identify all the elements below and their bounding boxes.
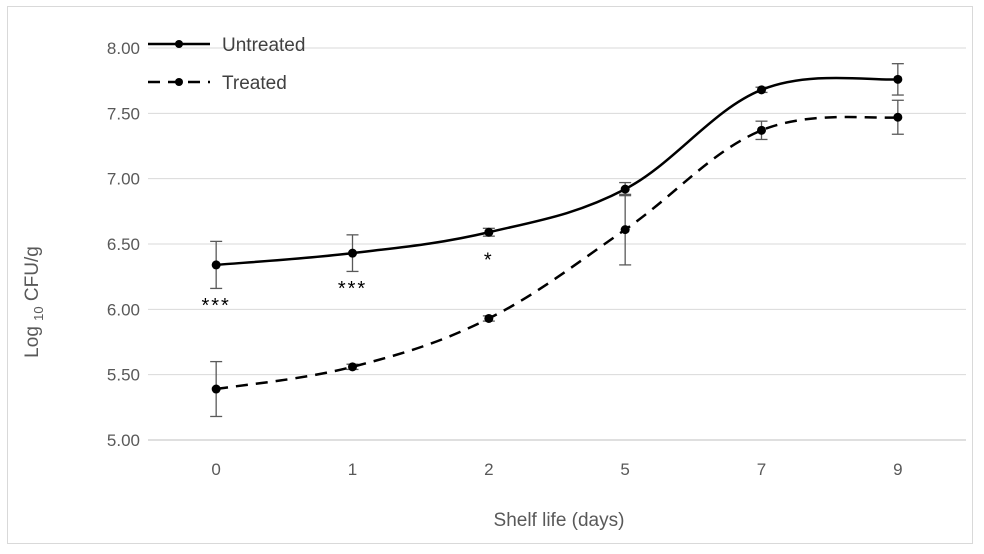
data-point-untreated-2 — [484, 227, 494, 237]
legend-item-treated: Treated — [148, 73, 287, 94]
y-axis-title-subscript: 10 — [31, 306, 46, 320]
data-point-treated-9 — [893, 112, 903, 122]
y-tick-label-7.50: 7.50 — [107, 104, 140, 123]
x-tick-label-1: 1 — [348, 460, 357, 479]
y-tick-label-6.00: 6.00 — [107, 300, 140, 319]
x-tick-label-7: 7 — [757, 460, 766, 479]
significance-marker-day-0: *** — [201, 295, 230, 317]
y-axis-title-prefix: Log — [22, 321, 43, 358]
data-point-treated-0 — [211, 384, 221, 394]
y-axis-title: Log 10 CFU/g — [22, 246, 46, 358]
significance-annotations: ******* — [201, 249, 494, 317]
error-bars — [210, 63, 904, 418]
series-lines — [215, 76, 898, 391]
data-point-untreated-0 — [211, 260, 221, 270]
series-points — [211, 74, 903, 394]
y-tick-label-6.50: 6.50 — [107, 235, 140, 254]
significance-marker-day-1: *** — [338, 278, 367, 300]
significance-marker-day-2: * — [484, 249, 494, 271]
y-tick-label-5.50: 5.50 — [107, 366, 140, 385]
data-point-untreated-9 — [893, 74, 903, 84]
x-axis-title: Shelf life (days) — [494, 510, 625, 531]
legend-marker-treated — [175, 78, 183, 86]
gridlines — [148, 47, 966, 441]
data-point-untreated-5 — [620, 184, 630, 194]
series-line-untreated — [216, 76, 898, 267]
series-line-treated — [215, 115, 898, 391]
data-point-treated-7 — [757, 125, 766, 135]
x-tick-label-0: 0 — [211, 460, 220, 479]
y-axis-title-suffix: CFU/g — [22, 246, 43, 306]
x-tick-label-5: 5 — [620, 460, 629, 479]
x-axis-tick-labels: 0 1 2 5 7 9 — [211, 460, 902, 479]
legend-label-treated: Treated — [222, 73, 287, 94]
x-tick-label-9: 9 — [893, 460, 902, 479]
y-axis-tick-labels: 5.00 5.50 6.00 6.50 7.00 7.50 8.00 — [107, 39, 140, 450]
data-point-treated-1 — [348, 362, 357, 372]
legend-label-untreated: Untreated — [222, 35, 305, 56]
legend-marker-untreated — [175, 40, 183, 48]
data-point-untreated-7 — [757, 85, 766, 95]
chart-frame — [7, 6, 973, 544]
y-tick-label-5.00: 5.00 — [107, 431, 140, 450]
legend: Untreated Treated — [148, 35, 305, 94]
x-tick-label-2: 2 — [484, 460, 493, 479]
legend-item-untreated: Untreated — [148, 35, 305, 56]
data-point-untreated-1 — [348, 248, 357, 258]
y-tick-label-8.00: 8.00 — [107, 39, 140, 58]
data-point-treated-2 — [484, 313, 494, 323]
y-tick-label-7.00: 7.00 — [107, 170, 140, 189]
data-point-treated-5 — [620, 225, 630, 235]
